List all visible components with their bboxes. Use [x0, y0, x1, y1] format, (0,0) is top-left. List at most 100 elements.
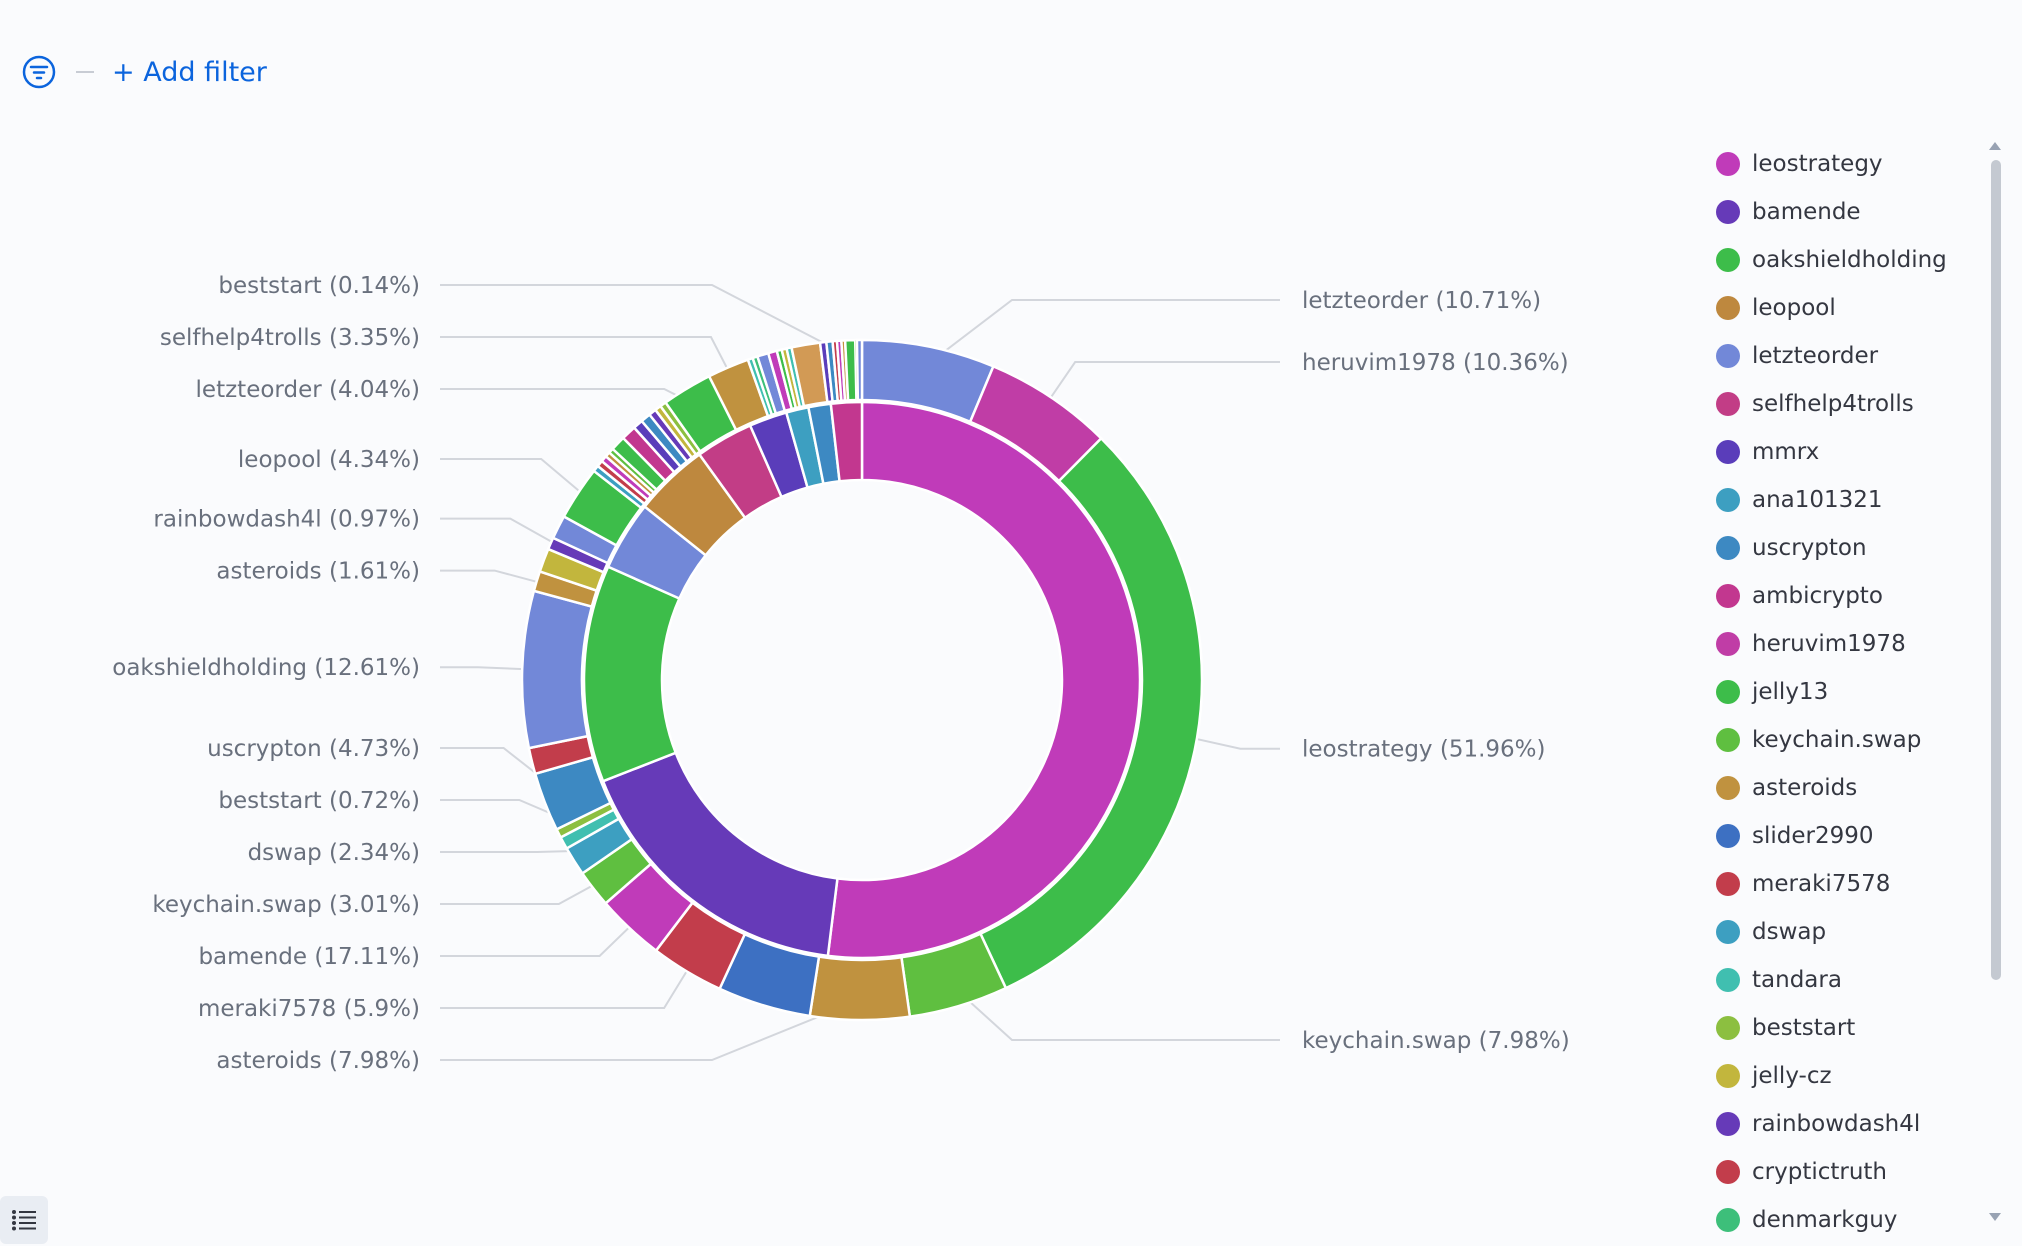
legend-item[interactable]: jelly-cz	[1716, 1052, 1976, 1100]
legend-color-dot	[1716, 440, 1740, 464]
legend-color-dot	[1716, 584, 1740, 608]
legend-color-dot	[1716, 920, 1740, 944]
legend-item[interactable]: rainbowdash4l	[1716, 1100, 1976, 1148]
slice-label: leostrategy (51.96%)	[1302, 737, 1546, 763]
legend-color-dot	[1716, 1160, 1740, 1184]
slice-label: beststart (0.72%)	[218, 788, 420, 814]
inner-slice-ambicrypto[interactable]	[829, 400, 864, 483]
legend-label: tandara	[1752, 967, 1842, 993]
legend-item[interactable]: oakshieldholding	[1716, 236, 1976, 284]
slice-label: heruvim1978 (10.36%)	[1302, 350, 1569, 376]
legend-color-dot	[1716, 536, 1740, 560]
inner-slice-oakshieldholding[interactable]	[582, 565, 682, 783]
filter-icon[interactable]	[22, 55, 56, 89]
legend-label: heruvim1978	[1752, 631, 1906, 657]
legend-scrollbar-thumb[interactable]	[1991, 160, 2001, 980]
legend-color-dot	[1716, 1016, 1740, 1040]
slice-label: beststart (0.14%)	[218, 273, 420, 299]
filter-bar: + Add filter	[22, 52, 267, 92]
legend-color-dot	[1716, 680, 1740, 704]
legend-color-dot	[1716, 488, 1740, 512]
legend-label: rainbowdash4l	[1752, 1111, 1921, 1137]
leader-line	[440, 912, 645, 957]
legend-item[interactable]: ana101321	[1716, 476, 1976, 524]
legend-item[interactable]: jelly13	[1716, 668, 1976, 716]
legend-label: leostrategy	[1752, 151, 1883, 177]
scroll-up-arrow-icon[interactable]	[1989, 142, 2001, 150]
legend-color-dot	[1716, 200, 1740, 224]
outer-slice-oakshieldholding[interactable]	[843, 338, 858, 402]
legend-color-dot	[1716, 1208, 1740, 1232]
leader-line	[440, 953, 698, 1009]
legend-item[interactable]: keychain.swap	[1716, 716, 1976, 764]
leader-line	[440, 517, 570, 553]
legend-item[interactable]: letzteorder	[1716, 332, 1976, 380]
legend-item[interactable]: slider2990	[1716, 812, 1976, 860]
legend-color-dot	[1716, 344, 1740, 368]
legend-label: jelly-cz	[1752, 1063, 1832, 1089]
slice-label: bamende (17.11%)	[198, 944, 420, 970]
leader-line	[952, 985, 1280, 1041]
slice-label: rainbowdash4l (0.97%)	[153, 507, 420, 533]
legend-item[interactable]: tandara	[1716, 956, 1976, 1004]
legend-color-dot	[1716, 968, 1740, 992]
legend-color-dot	[1716, 776, 1740, 800]
legend-label: denmarkguy	[1752, 1207, 1898, 1233]
legend-item[interactable]: ambicrypto	[1716, 572, 1976, 620]
legend-label: leopool	[1752, 295, 1836, 321]
inner-slice-leostrategy[interactable]	[826, 400, 1142, 960]
legend-item[interactable]: denmarkguy	[1716, 1196, 1976, 1244]
outer-slice-oakshieldholding[interactable]	[520, 589, 594, 750]
legend-item[interactable]: beststart	[1716, 1004, 1976, 1052]
slice-label: letzteorder (4.04%)	[196, 377, 420, 403]
legend-toggle-button[interactable]	[0, 1196, 48, 1244]
leader-line	[924, 299, 1280, 368]
legend-label: bamende	[1752, 199, 1861, 225]
legend-label: ambicrypto	[1752, 583, 1883, 609]
legend-item[interactable]: bamende	[1716, 188, 1976, 236]
legend-item[interactable]: uscrypton	[1716, 524, 1976, 572]
legend-label: mmrx	[1752, 439, 1820, 465]
legend-label: asteroids	[1752, 775, 1858, 801]
legend-color-dot	[1716, 392, 1740, 416]
outer-slice-asteroids[interactable]	[808, 955, 912, 1022]
legend-item[interactable]: selfhelp4trolls	[1716, 380, 1976, 428]
legend-color-dot	[1716, 632, 1740, 656]
outer-slice-letzteorder[interactable]	[855, 338, 864, 402]
legend-item[interactable]: asteroids	[1716, 764, 1976, 812]
leader-line	[440, 388, 698, 407]
legend-label: slider2990	[1752, 823, 1874, 849]
legend-item[interactable]: leopool	[1716, 284, 1976, 332]
leader-line	[440, 336, 738, 387]
leader-line	[440, 458, 596, 505]
legend-color-dot	[1716, 872, 1740, 896]
slice-label: selfhelp4trolls (3.35%)	[160, 325, 420, 351]
legend-color-dot	[1716, 296, 1740, 320]
add-filter-button[interactable]: + Add filter	[112, 56, 267, 88]
legend-item[interactable]: heruvim1978	[1716, 620, 1976, 668]
scroll-down-arrow-icon[interactable]	[1989, 1213, 2001, 1221]
slice-label: leopool (4.34%)	[238, 447, 420, 473]
slice-label: letzteorder (10.71%)	[1302, 288, 1541, 314]
legend-item[interactable]: leostrategy	[1716, 140, 1976, 188]
slice-label: dswap (2.34%)	[248, 840, 420, 866]
leader-line	[440, 284, 857, 361]
legend-label: selfhelp4trolls	[1752, 391, 1914, 417]
legend-label: meraki7578	[1752, 871, 1891, 897]
leader-line	[440, 875, 610, 905]
legend-item[interactable]: meraki7578	[1716, 860, 1976, 908]
leader-line	[1177, 733, 1280, 750]
donut-chart: letzteorder (10.71%) heruvim1978 (10.36%)…	[112, 273, 1569, 1074]
legend-item[interactable]: dswap	[1716, 908, 1976, 956]
slice-label: asteroids (7.98%)	[216, 1048, 420, 1074]
slice-label: keychain.swap (3.01%)	[152, 892, 420, 918]
legend-item[interactable]: cryptictruth	[1716, 1148, 1976, 1196]
filter-divider	[76, 71, 94, 73]
legend: leostrategy bamende oakshieldholding leopoo…	[1716, 140, 1976, 1244]
slice-label: asteroids (1.61%)	[216, 559, 420, 585]
slice-label: oakshieldholding (12.61%)	[112, 655, 420, 681]
slice-labels: letzteorder (10.71%) heruvim1978 (10.36%)…	[112, 273, 1569, 1074]
outer-ring	[520, 338, 1204, 1022]
legend-item[interactable]: mmrx	[1716, 428, 1976, 476]
legend-color-dot	[1716, 1064, 1740, 1088]
